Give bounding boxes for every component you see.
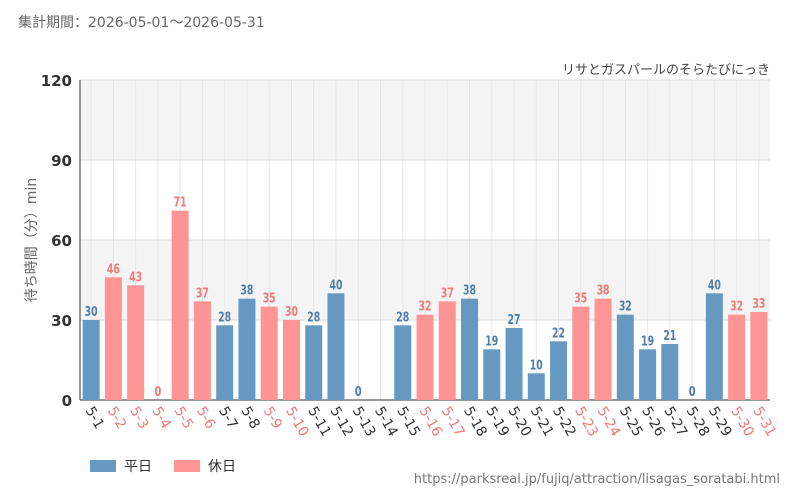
bar-5-12 <box>327 293 345 400</box>
value-label: 28 <box>396 310 409 325</box>
bar-5-24 <box>594 298 612 400</box>
value-label: 32 <box>619 300 632 315</box>
value-label: 30 <box>285 305 298 320</box>
value-label: 27 <box>508 313 521 328</box>
x-tick-label: 5-6 <box>193 404 218 432</box>
x-tick-label: 5-4 <box>148 404 173 432</box>
legend-label-holiday: 休日 <box>208 459 236 475</box>
value-label: 37 <box>441 286 454 301</box>
value-label: 0 <box>689 385 696 400</box>
value-label: 32 <box>730 300 743 315</box>
value-label: 19 <box>485 334 498 349</box>
value-label: 43 <box>129 270 142 285</box>
value-label: 30 <box>85 305 98 320</box>
value-label: 40 <box>708 278 721 293</box>
bar-5-23 <box>572 306 590 400</box>
x-tick-label: 5-1 <box>82 404 107 432</box>
value-label: 40 <box>329 278 342 293</box>
legend: 平日 休日 <box>90 456 236 476</box>
bar-5-30 <box>728 314 746 400</box>
legend-item-weekday[interactable]: 平日 <box>90 456 152 476</box>
x-tick-label: 5-2 <box>104 404 129 432</box>
x-tick-label: 5-8 <box>237 404 262 432</box>
bar-5-26 <box>639 349 657 400</box>
value-label: 38 <box>463 284 476 299</box>
bar-5-31 <box>750 312 768 400</box>
bar-5-20 <box>505 328 523 400</box>
bar-5-15 <box>394 325 412 400</box>
x-tick-label: 5-5 <box>171 404 196 432</box>
bar-5-29 <box>705 293 723 400</box>
y-axis-label: 待ち時間（分）min <box>24 178 40 302</box>
bar-5-2 <box>104 277 122 400</box>
bar-5-6 <box>193 301 211 400</box>
value-label: 10 <box>530 358 543 373</box>
bar-5-16 <box>416 314 434 400</box>
bar-5-9 <box>260 306 278 400</box>
x-tick-label: 5-3 <box>126 404 151 432</box>
bar-5-3 <box>127 285 145 400</box>
legend-item-holiday[interactable]: 休日 <box>174 456 236 476</box>
y-tick-label: 90 <box>51 152 72 170</box>
bar-5-27 <box>661 344 679 400</box>
bar-5-5 <box>171 210 189 400</box>
value-label: 19 <box>641 334 654 349</box>
bar-5-10 <box>282 320 300 400</box>
y-tick-label: 0 <box>62 392 72 410</box>
y-tick-label: 120 <box>41 72 72 90</box>
value-label: 28 <box>218 310 231 325</box>
bar-5-1 <box>82 320 100 400</box>
bar-5-19 <box>483 349 501 400</box>
y-tick-label: 60 <box>51 232 72 250</box>
x-tick-label: 5-7 <box>215 404 240 432</box>
legend-swatch-weekday <box>90 460 116 472</box>
y-tick-label: 30 <box>51 312 72 330</box>
legend-swatch-holiday <box>174 460 200 472</box>
legend-label-weekday: 平日 <box>124 459 152 475</box>
value-label: 71 <box>174 196 187 211</box>
x-tick-label: 5-31 <box>749 404 779 440</box>
value-label: 38 <box>240 284 253 299</box>
bar-5-22 <box>550 341 568 400</box>
value-label: 0 <box>154 385 161 400</box>
bar-5-11 <box>305 325 323 400</box>
value-label: 22 <box>552 326 565 341</box>
value-label: 38 <box>597 284 610 299</box>
value-label: 33 <box>752 297 765 312</box>
value-label: 32 <box>419 300 432 315</box>
bar-5-7 <box>216 325 234 400</box>
source-url[interactable]: https://parksreal.jp/fujiq/attraction/li… <box>413 472 780 487</box>
bar-5-21 <box>527 373 545 400</box>
value-label: 35 <box>263 292 276 307</box>
attribution-text: リサとガスパールのそらたびにっき <box>562 63 770 78</box>
bar-5-17 <box>438 301 456 400</box>
value-label: 28 <box>307 310 320 325</box>
value-label: 35 <box>574 292 587 307</box>
value-label: 0 <box>355 385 362 400</box>
value-label: 46 <box>107 262 120 277</box>
bar-5-18 <box>461 298 479 400</box>
period-text: 集計期間：2026-05-01～2026-05-31 <box>18 15 265 31</box>
value-label: 21 <box>663 329 676 344</box>
bar-5-8 <box>238 298 256 400</box>
value-label: 37 <box>196 286 209 301</box>
x-tick-label: 5-9 <box>260 404 285 432</box>
bar-5-25 <box>616 314 634 400</box>
